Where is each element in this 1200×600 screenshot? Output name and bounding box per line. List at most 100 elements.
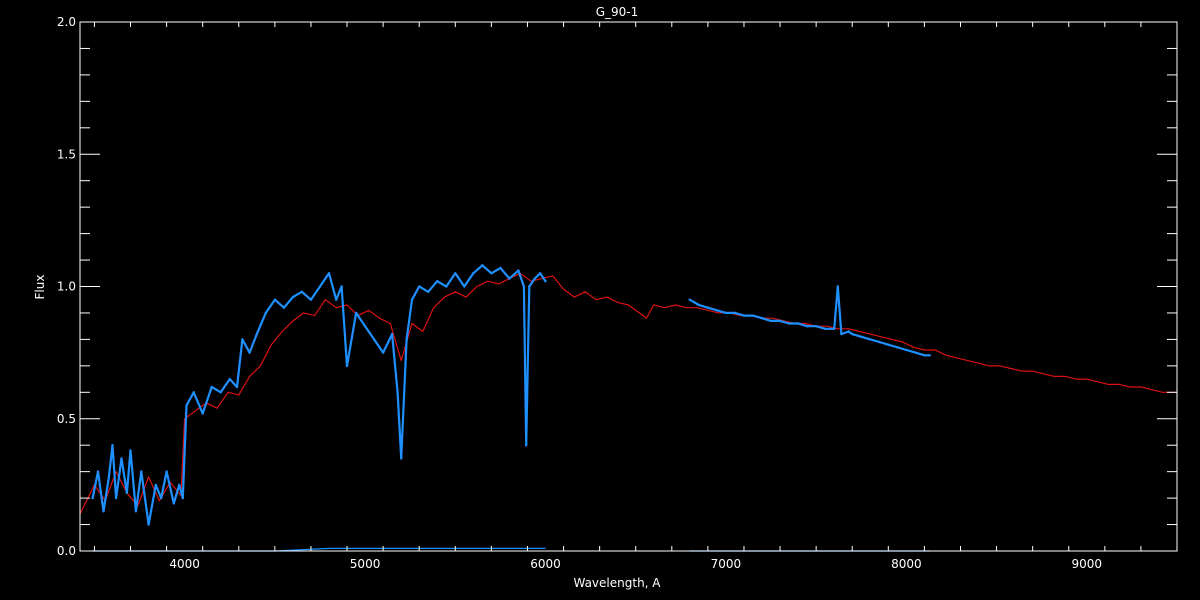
data-point-observed-red-arm: [751, 314, 755, 317]
data-point-observed-blue-arm: [154, 483, 157, 487]
data-point-observed-blue-arm: [538, 272, 542, 275]
data-point-observed-blue-arm: [405, 338, 408, 341]
chart-title: G_90-1: [596, 5, 639, 19]
data-point-observed-blue-arm: [363, 325, 367, 328]
y-tick-label: 2.0: [57, 15, 76, 29]
data-point-observed-blue-arm: [282, 306, 286, 309]
data-point-observed-blue-arm: [400, 457, 403, 460]
data-point-observed-red-arm: [824, 327, 827, 330]
data-point-observed-blue-arm: [410, 298, 414, 301]
data-point-observed-blue-arm: [340, 285, 343, 288]
data-point-observed-blue-arm: [544, 280, 547, 283]
data-point-observed-blue-arm: [463, 285, 466, 288]
data-point-observed-red-arm: [896, 346, 899, 349]
data-point-observed-blue-arm: [235, 385, 239, 389]
data-point-observed-red-arm: [860, 335, 863, 338]
data-point-observed-blue-arm: [522, 285, 526, 288]
data-point-observed-red-arm: [697, 303, 701, 307]
x-tick-label: 7000: [711, 557, 742, 571]
x-tick-label: 8000: [891, 557, 922, 571]
data-point-observed-blue-arm: [472, 272, 475, 275]
data-point-observed-blue-arm: [165, 470, 168, 473]
data-point-observed-red-arm: [869, 338, 872, 341]
data-point-observed-red-arm: [878, 340, 881, 344]
data-point-observed-blue-arm: [445, 285, 448, 288]
data-point-observed-red-arm: [787, 322, 791, 325]
data-point-observed-blue-arm: [210, 385, 213, 389]
data-point-observed-blue-arm: [264, 311, 267, 315]
data-point-observed-blue-arm: [396, 391, 399, 394]
data-point-observed-blue-arm: [335, 298, 338, 301]
data-point-observed-blue-arm: [436, 280, 439, 283]
data-point-observed-blue-arm: [381, 351, 385, 354]
data-point-observed-red-arm: [724, 311, 728, 315]
data-point-observed-blue-arm: [201, 412, 204, 415]
data-point-observed-blue-arm: [241, 338, 244, 341]
data-point-observed-blue-arm: [255, 332, 258, 336]
data-point-observed-blue-arm: [517, 269, 520, 272]
data-point-observed-blue-arm: [178, 483, 181, 487]
data-point-observed-red-arm: [796, 322, 800, 325]
data-point-observed-red-arm: [836, 285, 839, 288]
data-point-observed-red-arm: [769, 319, 773, 323]
data-point-observed-blue-arm: [181, 496, 184, 500]
data-point-observed-red-arm: [706, 306, 710, 309]
data-point-observed-blue-arm: [147, 523, 150, 526]
data-point-observed-blue-arm: [490, 272, 493, 275]
data-point-observed-red-arm: [905, 348, 908, 352]
data-point-observed-red-arm: [814, 325, 818, 328]
data-point-observed-blue-arm: [528, 285, 531, 288]
data-point-observed-red-arm: [733, 311, 737, 315]
y-tick-label: 0.0: [57, 544, 76, 558]
y-tick-label: 0.5: [57, 412, 76, 426]
data-point-observed-blue-arm: [185, 404, 188, 407]
data-point-observed-red-arm: [760, 317, 764, 320]
data-point-observed-red-arm: [688, 298, 691, 301]
data-point-observed-blue-arm: [327, 272, 331, 275]
data-point-observed-red-arm: [840, 332, 843, 336]
data-point-observed-blue-arm: [418, 285, 421, 288]
data-point-observed-blue-arm: [96, 470, 100, 473]
series-line-observed-red-arm: [689, 285, 930, 357]
data-point-observed-blue-arm: [291, 295, 295, 299]
data-point-observed-blue-arm: [248, 351, 251, 354]
data-point-observed-red-arm: [923, 354, 926, 357]
data-point-observed-blue-arm: [318, 285, 322, 288]
data-point-observed-red-arm: [805, 325, 809, 328]
x-tick-label: 9000: [1072, 557, 1103, 571]
data-point-observed-blue-arm: [219, 391, 222, 394]
data-point-observed-blue-arm: [508, 277, 511, 280]
data-point-observed-blue-arm: [160, 496, 163, 500]
y-axis-label: Flux: [33, 275, 47, 300]
data-point-observed-red-arm: [851, 332, 854, 336]
data-point-observed-blue-arm: [354, 311, 358, 315]
data-point-observed-blue-arm: [172, 502, 175, 505]
data-point-observed-red-arm: [833, 327, 836, 330]
data-point-observed-blue-arm: [454, 272, 457, 275]
data-point-observed-blue-arm: [91, 496, 94, 500]
x-tick-label: 6000: [530, 557, 561, 571]
x-axis-label: Wavelength, A: [573, 576, 661, 590]
data-point-observed-red-arm: [742, 314, 746, 317]
data-point-observed-blue-arm: [140, 470, 143, 473]
y-tick-label: 1.5: [57, 147, 76, 161]
data-point-observed-blue-arm: [228, 377, 231, 381]
x-tick-label: 5000: [350, 557, 381, 571]
data-point-observed-blue-arm: [120, 457, 123, 460]
data-point-observed-blue-arm: [499, 266, 502, 270]
data-point-observed-blue-arm: [111, 444, 114, 447]
data-point-observed-blue-arm: [114, 496, 118, 500]
y-tick-label: 1.0: [57, 280, 76, 294]
data-point-observed-blue-arm: [525, 444, 528, 447]
data-point-observed-blue-arm: [390, 332, 394, 336]
data-point-observed-red-arm: [778, 319, 782, 323]
data-point-observed-blue-arm: [345, 364, 349, 368]
data-point-observed-blue-arm: [300, 290, 304, 293]
data-point-observed-red-arm: [887, 343, 890, 346]
data-point-observed-red-arm: [715, 309, 719, 312]
data-point-observed-blue-arm: [372, 338, 376, 341]
data-point-observed-blue-arm: [125, 491, 129, 494]
data-point-observed-blue-arm: [533, 277, 536, 280]
